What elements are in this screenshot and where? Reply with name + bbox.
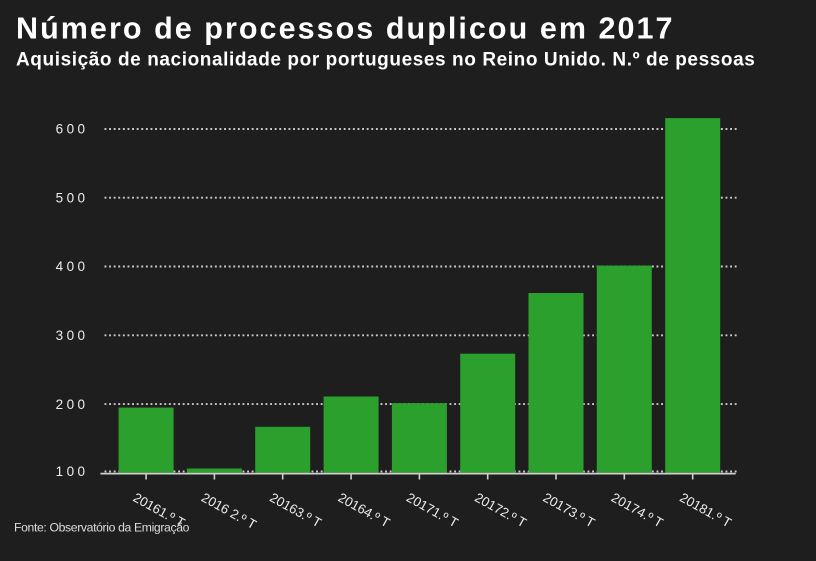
svg-text:400: 400 [56, 259, 89, 274]
svg-text:500: 500 [56, 190, 89, 205]
svg-text:Aquisição de nacionalidade por: Aquisição de nacionalidade por portugues… [16, 50, 755, 71]
svg-text:600: 600 [56, 122, 89, 137]
svg-text:Fonte: Observatório da Emigraç: Fonte: Observatório da Emigração [14, 520, 190, 534]
svg-text:Número de processos duplicou e: Número de processos duplicou em 2017 [16, 12, 675, 46]
svg-text:300: 300 [56, 328, 89, 343]
svg-text:100: 100 [56, 464, 89, 479]
svg-text:200: 200 [56, 397, 89, 412]
